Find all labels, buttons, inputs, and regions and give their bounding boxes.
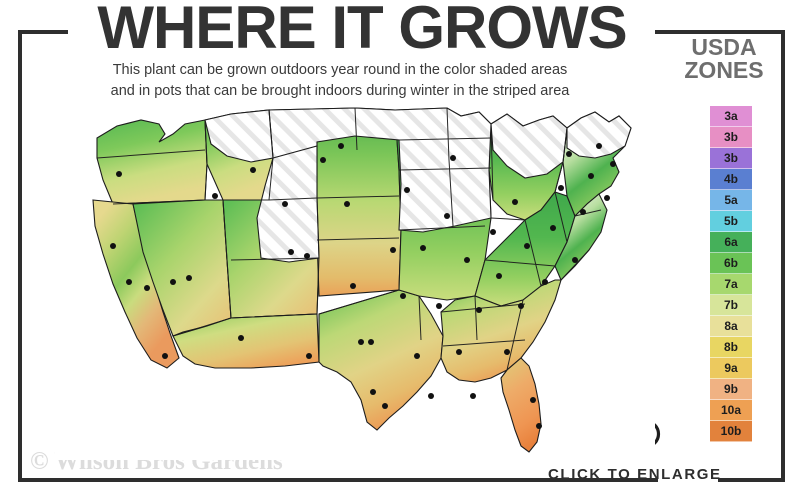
zone-swatch-label: 6a: [724, 235, 738, 249]
subtitle-line-1: This plant can be grown outdoors year ro…: [112, 62, 568, 78]
zone-swatch-5b[interactable]: 5b: [710, 211, 752, 232]
zone-swatch-9a[interactable]: 9a: [710, 358, 752, 379]
subtitle-line-2: and in pots that can be brought indoors …: [110, 83, 570, 100]
city-dots: [110, 143, 616, 429]
zone-swatch-4b[interactable]: 4b: [710, 169, 752, 190]
subtitle: This plant can be grown outdoors year ro…: [40, 60, 640, 102]
zone-swatch-label: 7a: [724, 277, 738, 291]
zone-swatch-3a[interactable]: 3a: [710, 106, 752, 127]
legend-heading-line-2: ZONES: [684, 57, 764, 83]
zone-swatch-label: 5a: [724, 193, 738, 207]
zone-swatch-7b[interactable]: 7b: [710, 295, 752, 316]
zone-swatch-6b[interactable]: 6b: [710, 253, 752, 274]
zone-swatch-label: 4b: [723, 172, 738, 186]
frame-top-right-segment: [655, 30, 785, 34]
zone-swatch-label: 6b: [723, 256, 738, 270]
page-title: WHERE IT GROWS: [97, 0, 627, 61]
zone-swatch-label: 3a: [724, 109, 738, 123]
frame-left-segment: [18, 30, 22, 482]
frame-bottom-left-segment: [18, 478, 658, 482]
zone-swatch-label: 3b: [723, 151, 738, 165]
zone-swatch-9b[interactable]: 9b: [710, 379, 752, 400]
zone-swatch-5a[interactable]: 5a: [710, 190, 752, 211]
zone-swatch-label: 10a: [720, 403, 742, 417]
zone-swatch-3b-2[interactable]: 3b: [710, 148, 752, 169]
region-pacific-northwest: [96, 119, 208, 205]
zone-swatch-8a[interactable]: 8a: [710, 316, 752, 337]
zone-swatch-8b[interactable]: 8b: [710, 337, 752, 358]
zone-swatch-label: 8b: [723, 340, 738, 354]
region-florida: [500, 357, 542, 453]
zone-swatch-7a[interactable]: 7a: [710, 274, 752, 295]
zone-swatch-3b-1[interactable]: 3b: [710, 127, 752, 148]
region-southeast: [440, 279, 562, 383]
zone-swatch-label: 3b: [723, 130, 738, 144]
usda-hardiness-zone-map[interactable]: [55, 100, 655, 460]
zone-swatch-label: 9a: [724, 361, 738, 375]
zone-swatch-label: 9b: [723, 382, 738, 396]
legend-heading: USDA ZONES: [668, 36, 780, 82]
region-texas: [318, 289, 444, 431]
zone-swatch-label: 5b: [723, 214, 738, 228]
frame-top-left-segment: [18, 30, 68, 34]
click-to-enlarge-label[interactable]: CLICK TO ENLARGE: [548, 466, 722, 483]
zone-swatch-label: 7b: [723, 298, 738, 312]
frame-right-segment: [781, 30, 785, 482]
frame-bottom-right-segment: [718, 478, 785, 482]
legend-heading-line-1: USDA: [691, 34, 757, 60]
usda-zone-legend: 3a 3b 3b 4b 5a 5b 6a 6b 7a 7b 8a 8b 9a 9b 10a 10b: [710, 106, 752, 442]
zone-swatch-10b[interactable]: 10b: [710, 421, 752, 442]
state-boundaries: [96, 107, 602, 379]
zone-swatch-6a[interactable]: 6a: [710, 232, 752, 253]
zone-swatch-label: 8a: [724, 319, 738, 333]
zone-swatch-10a[interactable]: 10a: [710, 400, 752, 421]
zone-swatch-label: 10b: [720, 424, 742, 438]
